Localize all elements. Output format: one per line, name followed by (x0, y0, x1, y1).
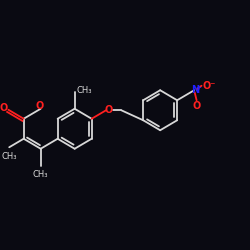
Text: N: N (191, 85, 200, 95)
Text: CH₃: CH₃ (2, 152, 17, 161)
Text: O: O (105, 105, 113, 115)
Text: O⁻: O⁻ (203, 81, 216, 91)
Text: O: O (192, 101, 201, 111)
Text: CH₃: CH₃ (76, 86, 92, 95)
Text: O: O (0, 104, 8, 114)
Text: O: O (35, 101, 44, 111)
Text: CH₃: CH₃ (33, 170, 48, 179)
Text: +: + (196, 85, 202, 91)
